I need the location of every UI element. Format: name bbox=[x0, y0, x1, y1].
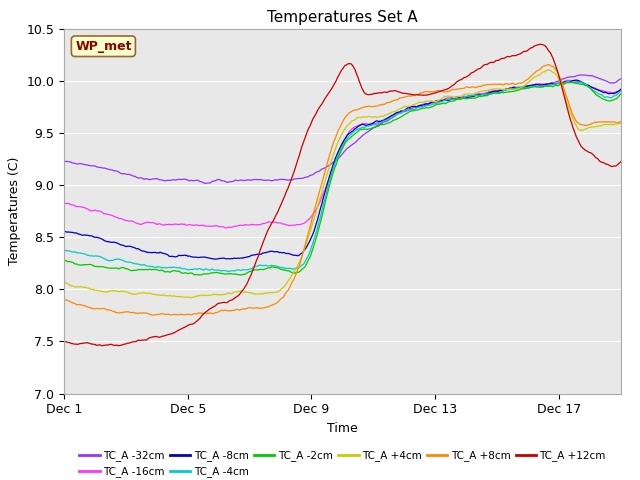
TC_A -8cm bbox=[617, 86, 625, 92]
TC_A +12cm bbox=[60, 339, 68, 345]
TC_A -16cm bbox=[222, 225, 230, 231]
TC_A +8cm bbox=[326, 152, 333, 158]
TC_A -4cm bbox=[606, 95, 614, 100]
TC_A -32cm bbox=[362, 130, 370, 135]
TC_A -2cm bbox=[236, 272, 244, 278]
TC_A -8cm bbox=[393, 110, 401, 116]
TC_A -32cm bbox=[326, 162, 333, 168]
TC_A +12cm bbox=[518, 50, 525, 56]
TC_A -32cm bbox=[393, 111, 401, 117]
Line: TC_A -2cm: TC_A -2cm bbox=[64, 83, 621, 275]
TC_A -2cm bbox=[60, 258, 68, 264]
TC_A -2cm bbox=[617, 91, 625, 97]
TC_A -4cm bbox=[617, 88, 625, 94]
Line: TC_A -8cm: TC_A -8cm bbox=[64, 80, 621, 259]
TC_A -16cm bbox=[362, 121, 370, 127]
TC_A -8cm bbox=[606, 91, 614, 96]
TC_A -32cm bbox=[202, 180, 209, 186]
TC_A +4cm bbox=[186, 295, 194, 301]
TC_A -8cm bbox=[211, 256, 218, 262]
TC_A +8cm bbox=[393, 97, 401, 103]
Text: WP_met: WP_met bbox=[75, 40, 132, 53]
Title: Temperatures Set A: Temperatures Set A bbox=[267, 10, 418, 25]
TC_A -4cm bbox=[225, 269, 233, 275]
TC_A -2cm bbox=[326, 182, 333, 188]
TC_A -8cm bbox=[329, 163, 337, 168]
Line: TC_A +4cm: TC_A +4cm bbox=[64, 70, 621, 298]
TC_A +12cm bbox=[536, 41, 544, 47]
TC_A -2cm bbox=[518, 86, 525, 92]
TC_A -16cm bbox=[326, 175, 333, 180]
TC_A -16cm bbox=[329, 165, 337, 171]
TC_A -4cm bbox=[393, 112, 401, 118]
TC_A -4cm bbox=[362, 124, 370, 130]
TC_A +8cm bbox=[149, 312, 157, 318]
TC_A -8cm bbox=[362, 122, 370, 128]
TC_A +8cm bbox=[606, 119, 614, 125]
TC_A -16cm bbox=[60, 201, 68, 206]
TC_A +8cm bbox=[362, 104, 370, 109]
Line: TC_A -32cm: TC_A -32cm bbox=[64, 75, 621, 183]
TC_A +4cm bbox=[362, 114, 370, 120]
Legend: TC_A -32cm, TC_A -16cm, TC_A -8cm, TC_A -4cm, TC_A -2cm, TC_A +4cm, TC_A +8cm, T: TC_A -32cm, TC_A -16cm, TC_A -8cm, TC_A … bbox=[75, 446, 610, 480]
TC_A +8cm bbox=[545, 62, 552, 68]
TC_A -4cm bbox=[329, 167, 337, 172]
TC_A +12cm bbox=[326, 89, 333, 95]
TC_A -2cm bbox=[329, 170, 337, 176]
TC_A +8cm bbox=[60, 297, 68, 302]
TC_A +8cm bbox=[329, 142, 337, 147]
Line: TC_A -4cm: TC_A -4cm bbox=[64, 82, 621, 272]
TC_A -16cm bbox=[566, 77, 573, 83]
TC_A +4cm bbox=[326, 163, 333, 169]
TC_A +4cm bbox=[60, 279, 68, 285]
TC_A -2cm bbox=[393, 116, 401, 122]
TC_A +4cm bbox=[617, 120, 625, 126]
TC_A +8cm bbox=[518, 80, 525, 86]
TC_A +12cm bbox=[393, 88, 401, 94]
TC_A -4cm bbox=[518, 84, 525, 90]
TC_A -8cm bbox=[326, 173, 333, 179]
TC_A -32cm bbox=[518, 85, 525, 91]
TC_A -8cm bbox=[60, 228, 68, 234]
TC_A -32cm bbox=[329, 159, 337, 165]
Line: TC_A +8cm: TC_A +8cm bbox=[64, 65, 621, 315]
TC_A +4cm bbox=[518, 84, 525, 90]
Line: TC_A +12cm: TC_A +12cm bbox=[64, 44, 621, 346]
TC_A -16cm bbox=[617, 86, 625, 92]
X-axis label: Time: Time bbox=[327, 422, 358, 435]
TC_A +4cm bbox=[606, 122, 614, 128]
TC_A +4cm bbox=[329, 153, 337, 159]
TC_A -4cm bbox=[564, 79, 572, 84]
TC_A -2cm bbox=[362, 126, 370, 132]
TC_A -4cm bbox=[326, 178, 333, 183]
TC_A -32cm bbox=[606, 80, 614, 85]
TC_A -32cm bbox=[60, 159, 68, 165]
TC_A -32cm bbox=[577, 72, 584, 78]
TC_A +12cm bbox=[362, 91, 370, 97]
TC_A -16cm bbox=[606, 89, 614, 95]
TC_A -8cm bbox=[572, 77, 580, 83]
TC_A +4cm bbox=[393, 108, 401, 114]
TC_A +12cm bbox=[606, 163, 614, 168]
TC_A +12cm bbox=[115, 343, 122, 348]
TC_A -4cm bbox=[60, 247, 68, 252]
Line: TC_A -16cm: TC_A -16cm bbox=[64, 80, 621, 228]
TC_A +8cm bbox=[617, 119, 625, 124]
TC_A +12cm bbox=[329, 84, 337, 89]
TC_A +4cm bbox=[545, 67, 552, 73]
TC_A -8cm bbox=[518, 84, 525, 90]
TC_A -16cm bbox=[393, 111, 401, 117]
TC_A -32cm bbox=[617, 76, 625, 82]
TC_A +12cm bbox=[617, 159, 625, 165]
TC_A -2cm bbox=[567, 80, 575, 85]
TC_A -16cm bbox=[518, 85, 525, 91]
Y-axis label: Temperatures (C): Temperatures (C) bbox=[8, 157, 21, 265]
TC_A -2cm bbox=[606, 98, 614, 104]
